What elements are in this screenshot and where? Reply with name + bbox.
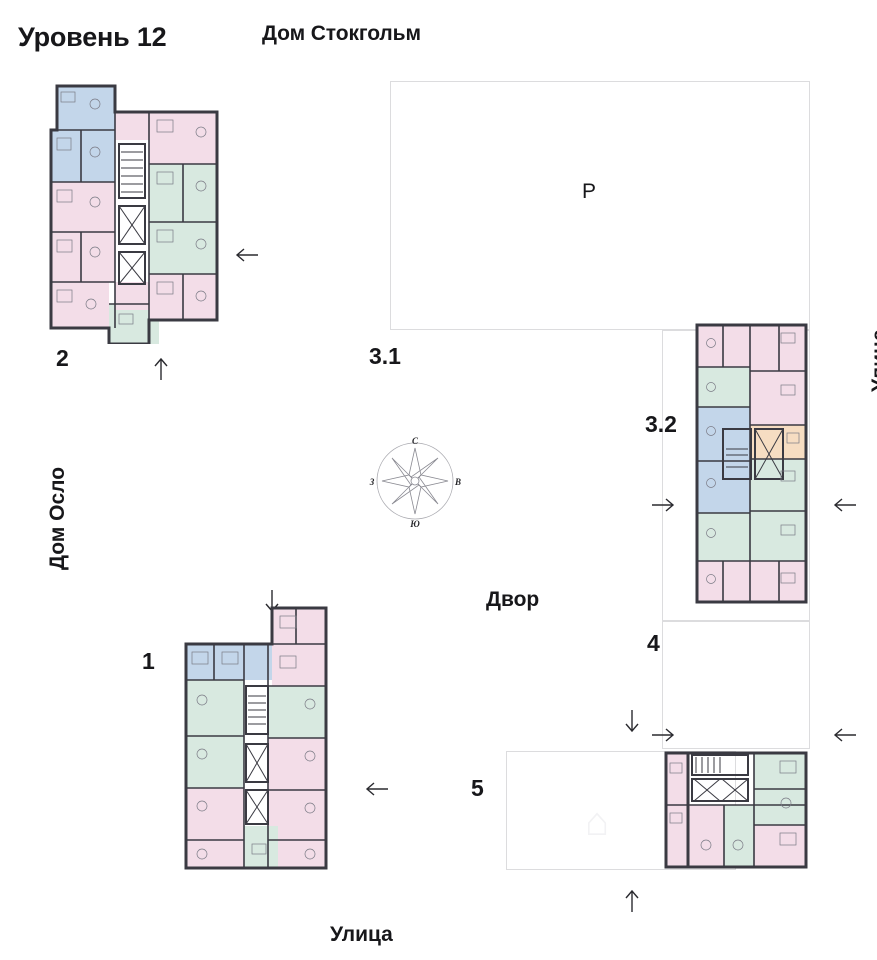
section-label-2: 2 [56, 345, 69, 371]
floorplan-building-2[interactable] [45, 82, 225, 344]
compass-west-label: З [369, 477, 375, 487]
entry-arrow-4-west [650, 722, 676, 748]
house-name-label: Дом Стокгольм [262, 22, 421, 45]
edge-label-dom-oslo: Дом Осло [46, 466, 69, 570]
parking-symbol: P [582, 180, 597, 203]
section-label-3-1: 3.1 [369, 343, 401, 369]
floorplan-building-1[interactable] [182, 604, 330, 872]
entry-arrow-building-2-south [148, 356, 174, 382]
entry-arrow-4-north [619, 708, 645, 734]
section-label-4: 4 [647, 630, 660, 656]
edge-label-street-right: Улица [868, 329, 877, 392]
entry-arrow-4-east [832, 722, 858, 748]
page-title: Уровень 12 [18, 22, 167, 52]
entry-arrow-3-2-east [832, 492, 858, 518]
compass-east-label: В [454, 477, 461, 487]
section-label-1: 1 [142, 648, 155, 674]
section-4-outline [662, 621, 810, 749]
entry-arrow-building-2-east [234, 242, 260, 268]
edge-label-courtyard: Двор [486, 588, 540, 611]
entry-arrow-building-1-east [364, 776, 390, 802]
section-label-3-2: 3.2 [645, 411, 677, 437]
entry-arrow-3-2-west [650, 492, 676, 518]
floorplan-building-3-2[interactable] [693, 321, 810, 606]
entry-arrow-5-south [619, 888, 645, 914]
compass-north-label: С [412, 436, 419, 446]
compass-south-label: Ю [409, 519, 420, 529]
edge-label-street-bottom: Улица [330, 923, 393, 946]
compass-rose-icon: С В Ю З [366, 432, 464, 530]
parking-area-outline [390, 81, 810, 330]
floorplan-building-5[interactable] [662, 749, 810, 871]
section-label-5: 5 [471, 775, 484, 801]
